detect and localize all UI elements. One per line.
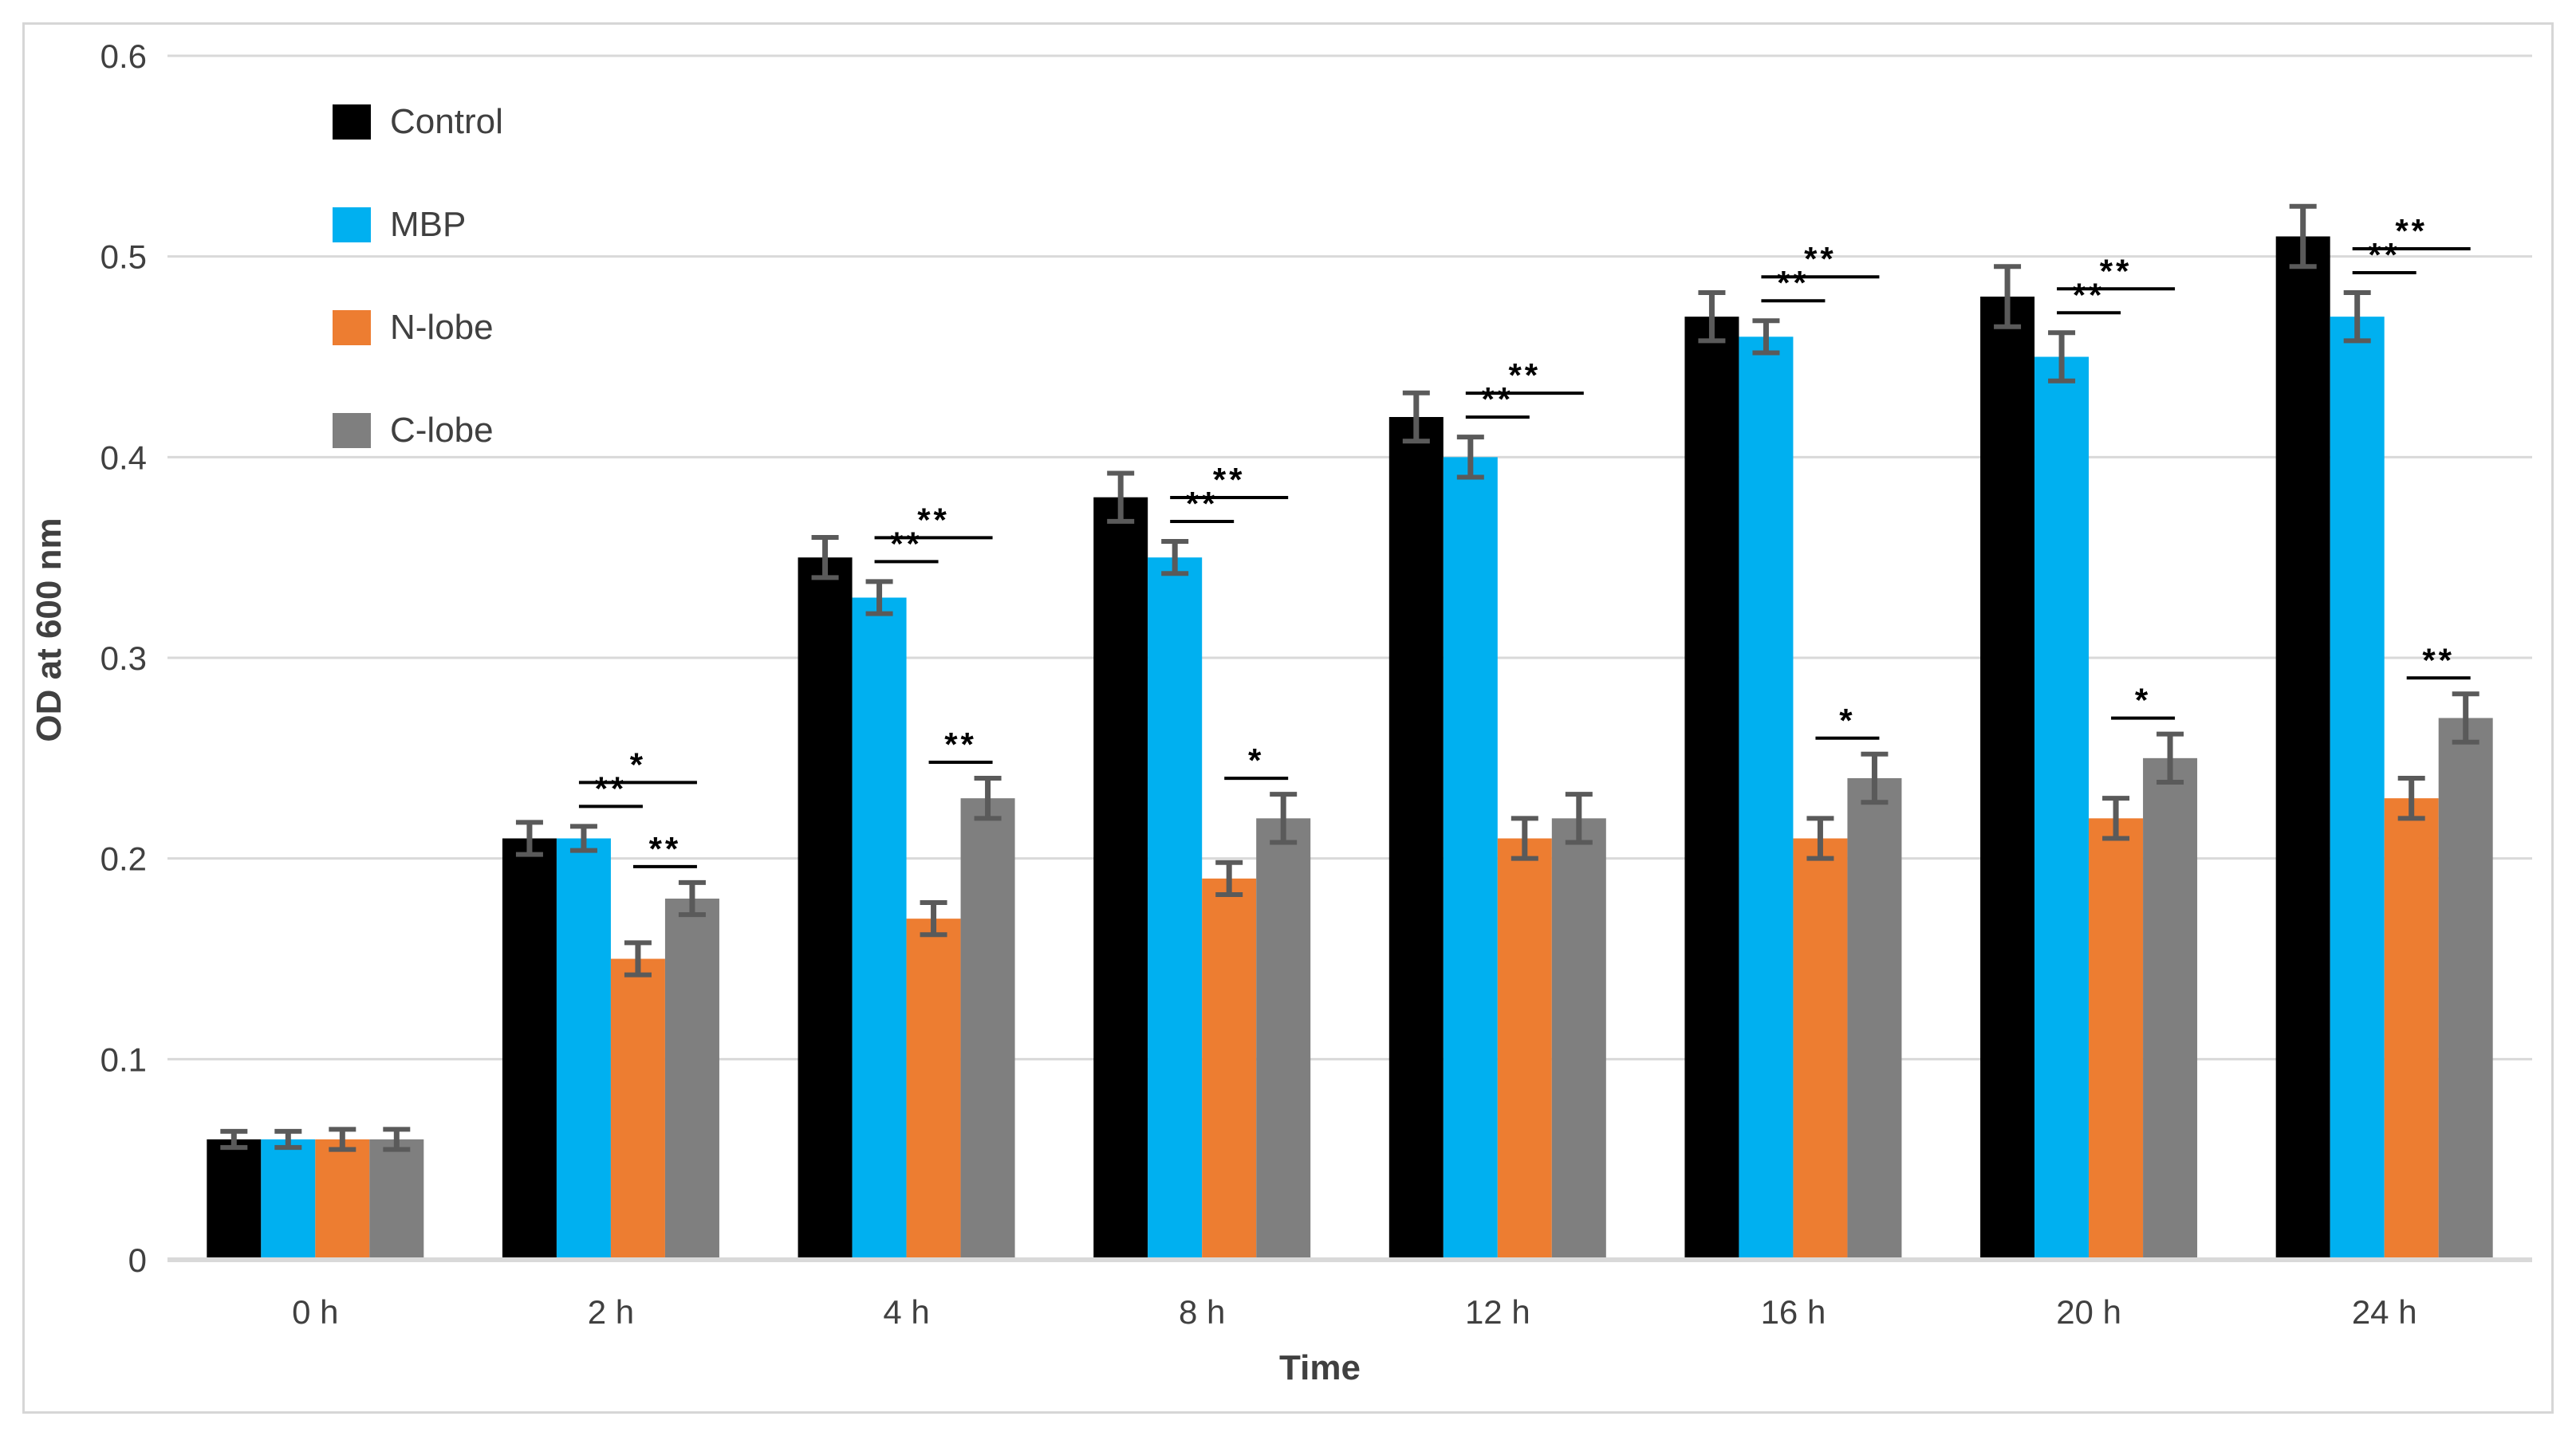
legend-label-c-lobe: C-lobe — [390, 411, 494, 450]
bar-c-lobe-12h — [1551, 818, 1606, 1260]
y-tick-label: 0.6 — [100, 37, 147, 75]
significance-stars: * — [630, 746, 646, 783]
bar-mbp-0h — [261, 1139, 316, 1260]
bar-mbp-4h — [852, 597, 907, 1260]
x-tick-label: 12 h — [1465, 1293, 1530, 1331]
significance-stars: ** — [1186, 485, 1219, 522]
significance-stars: ** — [2422, 641, 2455, 679]
bar-c-lobe-8h — [1256, 818, 1311, 1260]
y-tick-label: 0.3 — [100, 639, 147, 677]
x-tick-label: 8 h — [1179, 1293, 1225, 1331]
legend-item-mbp: MBP — [333, 207, 503, 242]
significance-stars: ** — [1508, 356, 1541, 394]
y-tick-label: 0 — [128, 1241, 147, 1279]
x-tick-label: 4 h — [883, 1293, 929, 1331]
significance-stars: ** — [649, 830, 682, 868]
significance-stars: * — [2135, 682, 2151, 719]
x-tick-labels: 0 h 2 h 4 h 8 h 12 h 16 h 20 h 24 h — [292, 1293, 2416, 1331]
significance-stars: ** — [1777, 264, 1810, 301]
bar-control-4h — [798, 557, 853, 1260]
legend-swatch-n-lobe — [333, 310, 371, 345]
bar-n-lobe-0h — [315, 1139, 370, 1260]
legend-item-c-lobe: C-lobe — [333, 413, 503, 448]
y-axis-title: OD at 600 nm — [30, 517, 69, 742]
legend-label-mbp: MBP — [390, 205, 467, 244]
x-axis-title: Time — [1279, 1348, 1361, 1387]
bar-n-lobe-2h — [610, 958, 665, 1260]
x-tick-label: 24 h — [2352, 1293, 2417, 1331]
bar-control-8h — [1093, 497, 1148, 1260]
bar-n-lobe-16h — [1793, 838, 1848, 1260]
legend: Control MBP N-lobe C-lobe — [333, 104, 503, 448]
bar-mbp-8h — [1148, 557, 1203, 1260]
bar-mbp-20h — [2034, 356, 2090, 1260]
bar-control-24h — [2275, 236, 2330, 1260]
bar-c-lobe-4h — [960, 798, 1015, 1260]
error-bars-layer — [220, 203, 2479, 1152]
bar-mbp-16h — [1739, 336, 1794, 1260]
legend-item-n-lobe: N-lobe — [333, 310, 503, 345]
significance-stars: ** — [1213, 461, 1246, 498]
bar-c-lobe-0h — [369, 1139, 424, 1260]
x-tick-label: 0 h — [292, 1293, 338, 1331]
legend-swatch-mbp — [333, 207, 371, 242]
y-tick-labels: 0 0.1 0.2 0.3 0.4 0.5 0.6 — [100, 37, 147, 1279]
significance-layer: ************************************ — [578, 212, 2471, 868]
significance-stars: ** — [1481, 380, 1514, 418]
significance-stars: * — [1248, 742, 1264, 779]
significance-stars: ** — [2073, 276, 2105, 313]
significance-stars: ** — [944, 726, 977, 763]
significance-stars: ** — [890, 525, 923, 562]
bars-layer — [207, 236, 2493, 1261]
bar-mbp-12h — [1443, 457, 1498, 1260]
bar-n-lobe-4h — [906, 919, 961, 1260]
significance-stars: ** — [917, 501, 950, 538]
bar-n-lobe-24h — [2384, 798, 2439, 1260]
legend-label-control: Control — [390, 102, 503, 141]
bar-control-12h — [1388, 417, 1444, 1260]
y-tick-label: 0.1 — [100, 1041, 147, 1078]
significance-stars: ** — [2100, 252, 2133, 289]
bar-control-20h — [1980, 297, 2035, 1260]
figure-border — [22, 22, 2554, 1414]
bar-control-2h — [502, 838, 557, 1260]
x-tick-label: 20 h — [2056, 1293, 2121, 1331]
significance-stars: ** — [2395, 212, 2428, 250]
y-tick-label: 0.4 — [100, 439, 147, 476]
significance-stars: ** — [2368, 236, 2401, 273]
legend-swatch-c-lobe — [333, 413, 371, 448]
y-tick-label: 0.5 — [100, 238, 147, 276]
significance-stars: ** — [1804, 240, 1837, 277]
bar-n-lobe-12h — [1497, 838, 1552, 1260]
bar-mbp-24h — [2330, 317, 2385, 1261]
bar-mbp-2h — [556, 838, 611, 1260]
bar-control-0h — [207, 1139, 262, 1260]
bar-control-16h — [1684, 317, 1739, 1261]
significance-stars: * — [1839, 702, 1855, 739]
bar-c-lobe-2h — [664, 899, 719, 1260]
bar-n-lobe-20h — [2089, 818, 2144, 1260]
bar-c-lobe-16h — [1847, 778, 1902, 1260]
y-tick-label: 0.2 — [100, 840, 147, 878]
legend-label-n-lobe: N-lobe — [390, 308, 494, 347]
significance-stars: ** — [595, 769, 628, 807]
bar-c-lobe-20h — [2143, 757, 2198, 1260]
x-tick-label: 16 h — [1761, 1293, 1826, 1331]
bar-n-lobe-8h — [1202, 878, 1257, 1260]
legend-swatch-control — [333, 104, 371, 140]
legend-item-control: Control — [333, 104, 503, 140]
x-tick-label: 2 h — [588, 1293, 634, 1331]
bar-c-lobe-24h — [2438, 718, 2493, 1260]
